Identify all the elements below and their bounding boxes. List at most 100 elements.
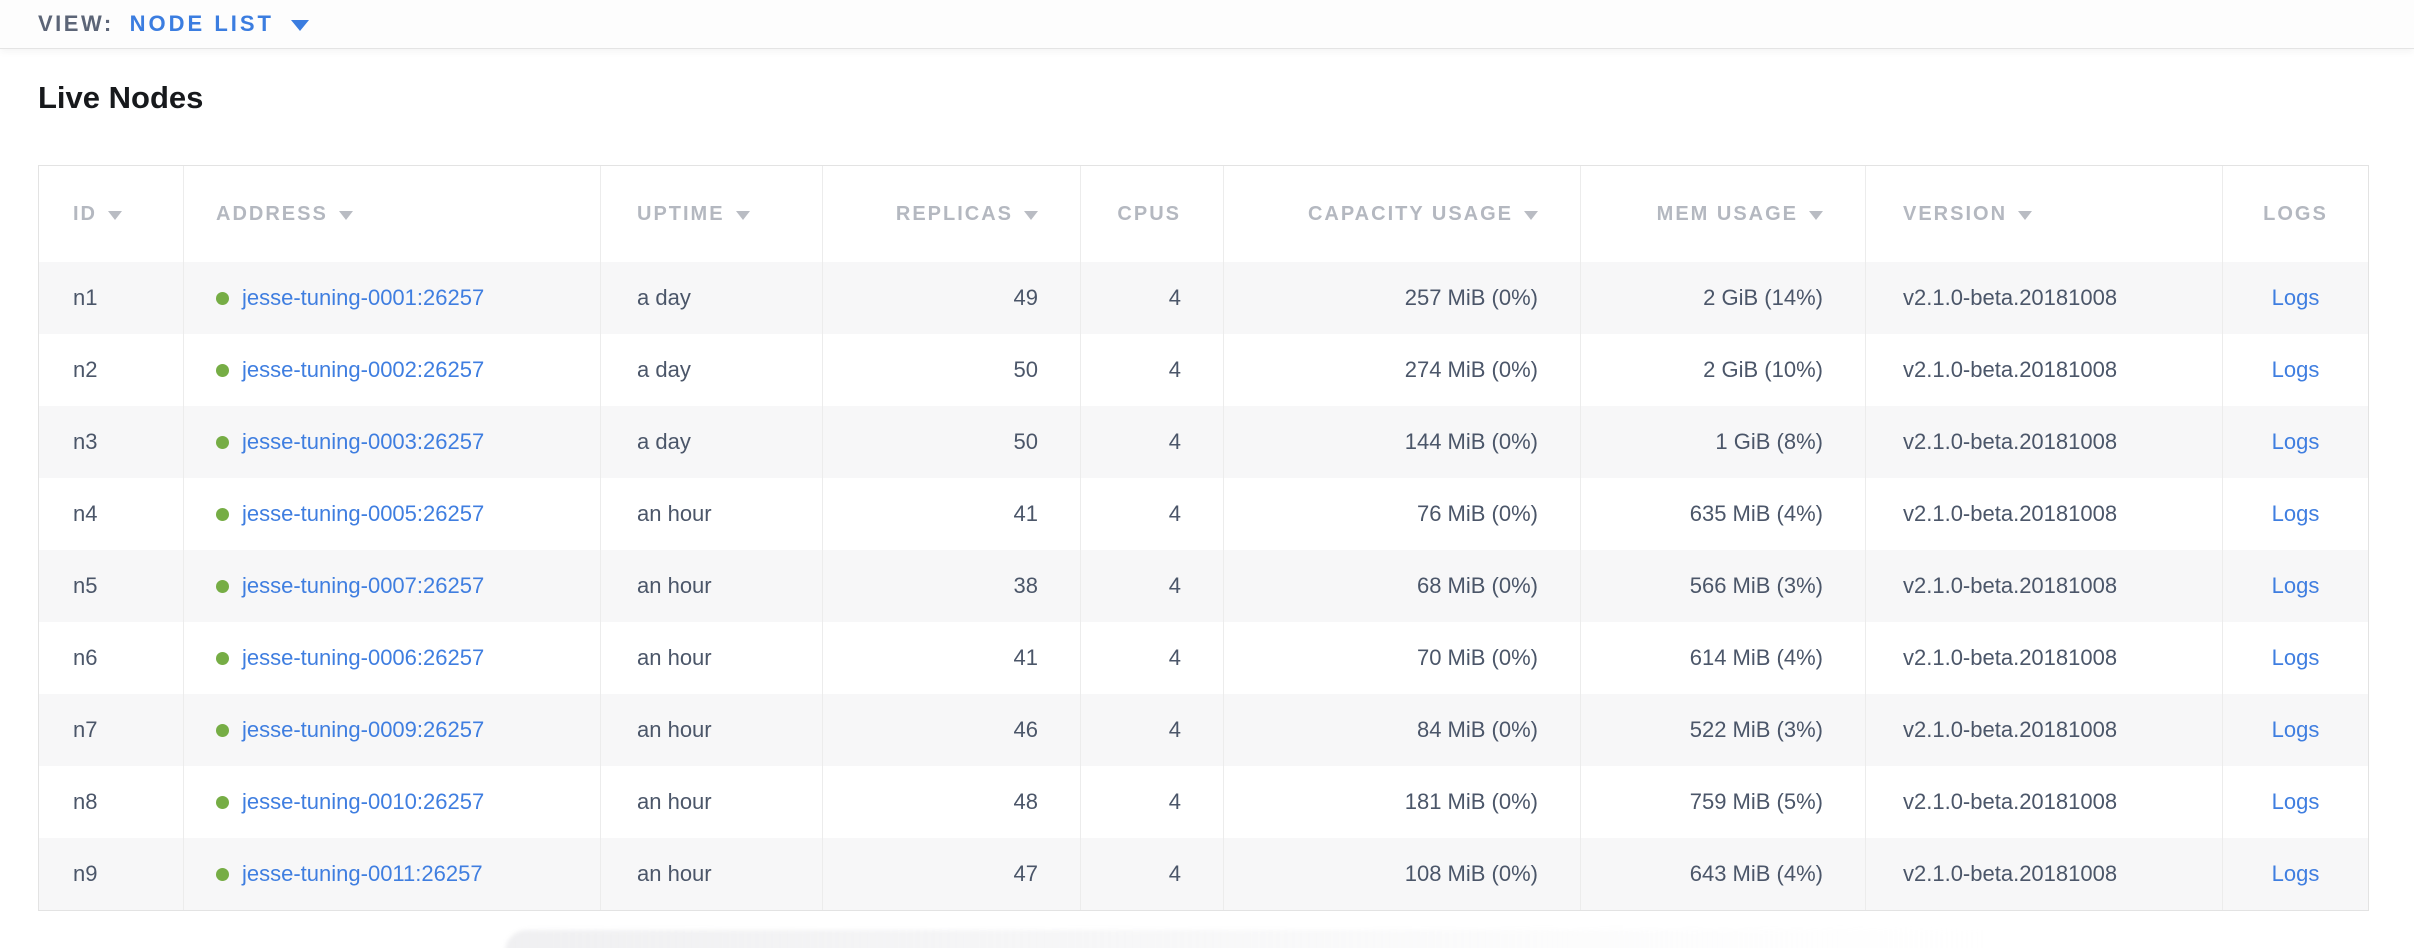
cell-cpus: 4 [1081, 478, 1224, 550]
logs-link[interactable]: Logs [2271, 861, 2320, 887]
address-link[interactable]: jesse-tuning-0011:26257 [242, 861, 483, 887]
cell-version: v2.1.0-beta.20181008 [1866, 694, 2223, 766]
cell-address: jesse-tuning-0010:26257 [184, 766, 601, 838]
address-link[interactable]: jesse-tuning-0002:26257 [242, 357, 485, 383]
column-header-label: CPUS [1117, 202, 1181, 225]
cell-cpus: 4 [1081, 622, 1224, 694]
sort-arrow-icon [1809, 210, 1823, 220]
address-link[interactable]: jesse-tuning-0010:26257 [242, 789, 485, 815]
cell-cpus: 4 [1081, 766, 1224, 838]
address-link[interactable]: jesse-tuning-0009:26257 [242, 717, 485, 743]
cell-uptime: an hour [601, 478, 823, 550]
node-live-status-icon [216, 364, 229, 378]
cell-uptime: a day [601, 262, 823, 334]
cell-address: jesse-tuning-0009:26257 [184, 694, 601, 766]
cell-node-id: n1 [39, 262, 184, 334]
cell-mem-usage: 1 GiB (8%) [1581, 406, 1866, 478]
cell-uptime: a day [601, 334, 823, 406]
cell-capacity-usage: 144 MiB (0%) [1224, 406, 1581, 478]
cell-uptime: a day [601, 406, 823, 478]
column-header-replicas[interactable]: REPLICAS [823, 166, 1081, 262]
cell-mem-usage: 643 MiB (4%) [1581, 838, 1866, 910]
cell-replicas: 50 [823, 406, 1081, 478]
cell-logs: Logs [2223, 838, 2368, 910]
column-header-label: ID [73, 202, 97, 225]
address-link[interactable]: jesse-tuning-0005:26257 [242, 501, 485, 527]
cell-version: v2.1.0-beta.20181008 [1866, 838, 2223, 910]
table-row: n3 jesse-tuning-0003:26257 a day 50 4 14… [39, 406, 2368, 478]
cell-replicas: 38 [823, 550, 1081, 622]
sort-arrow-icon [2018, 210, 2033, 220]
cell-node-id: n4 [39, 478, 184, 550]
column-header-id[interactable]: ID [39, 166, 184, 262]
address-link[interactable]: jesse-tuning-0007:26257 [242, 573, 485, 599]
cell-address: jesse-tuning-0002:26257 [184, 334, 601, 406]
cell-address: jesse-tuning-0011:26257 [184, 838, 601, 910]
logs-link[interactable]: Logs [2271, 717, 2320, 743]
cell-uptime: an hour [601, 838, 823, 910]
column-header-logs: LOGS [2223, 166, 2368, 262]
cell-mem-usage: 635 MiB (4%) [1581, 478, 1866, 550]
column-header-uptime[interactable]: UPTIME [601, 166, 823, 262]
column-header-capacity-usage[interactable]: CAPACITY USAGE [1224, 166, 1581, 262]
cell-logs: Logs [2223, 334, 2368, 406]
cell-cpus: 4 [1081, 550, 1224, 622]
main-content: Live Nodes ID ADDRESS UPTIME REPLICAS CP… [0, 79, 2414, 911]
cell-cpus: 4 [1081, 694, 1224, 766]
cell-uptime: an hour [601, 622, 823, 694]
logs-link[interactable]: Logs [2271, 645, 2320, 671]
table-row: n6 jesse-tuning-0006:26257 an hour 41 4 … [39, 622, 2368, 694]
cell-capacity-usage: 274 MiB (0%) [1224, 334, 1581, 406]
logs-link[interactable]: Logs [2271, 429, 2320, 455]
cell-address: jesse-tuning-0003:26257 [184, 406, 601, 478]
cell-node-id: n8 [39, 766, 184, 838]
cell-replicas: 49 [823, 262, 1081, 334]
cell-cpus: 4 [1081, 334, 1224, 406]
logs-link[interactable]: Logs [2271, 357, 2320, 383]
address-link[interactable]: jesse-tuning-0003:26257 [242, 429, 485, 455]
logs-link[interactable]: Logs [2271, 285, 2320, 311]
table-row: n2 jesse-tuning-0002:26257 a day 50 4 27… [39, 334, 2368, 406]
cell-replicas: 48 [823, 766, 1081, 838]
cell-mem-usage: 2 GiB (14%) [1581, 262, 1866, 334]
cell-node-id: n5 [39, 550, 184, 622]
cell-capacity-usage: 76 MiB (0%) [1224, 478, 1581, 550]
cell-logs: Logs [2223, 478, 2368, 550]
logs-link[interactable]: Logs [2271, 789, 2320, 815]
table-row: n5 jesse-tuning-0007:26257 an hour 38 4 … [39, 550, 2368, 622]
node-live-status-icon [216, 652, 229, 666]
cell-node-id: n6 [39, 622, 184, 694]
cell-uptime: an hour [601, 550, 823, 622]
column-header-address[interactable]: ADDRESS [184, 166, 601, 262]
view-picker-dropdown[interactable]: NODE LIST [130, 11, 309, 37]
cell-address: jesse-tuning-0005:26257 [184, 478, 601, 550]
cell-address: jesse-tuning-0006:26257 [184, 622, 601, 694]
address-link[interactable]: jesse-tuning-0006:26257 [242, 645, 485, 671]
column-header-version[interactable]: VERSION [1866, 166, 2223, 262]
column-header-label: MEM USAGE [1656, 202, 1798, 225]
cell-version: v2.1.0-beta.20181008 [1866, 550, 2223, 622]
sort-arrow-icon [108, 210, 122, 220]
logs-link[interactable]: Logs [2271, 573, 2320, 599]
node-live-status-icon [216, 868, 229, 882]
cell-logs: Logs [2223, 406, 2368, 478]
cell-logs: Logs [2223, 550, 2368, 622]
cell-cpus: 4 [1081, 838, 1224, 910]
cell-uptime: an hour [601, 766, 823, 838]
chevron-down-icon [291, 20, 309, 31]
live-nodes-table: ID ADDRESS UPTIME REPLICAS CPUS CAPACITY… [38, 165, 2369, 911]
column-header-label: ADDRESS [216, 202, 328, 225]
cell-mem-usage: 2 GiB (10%) [1581, 334, 1866, 406]
column-header-mem-usage[interactable]: MEM USAGE [1581, 166, 1866, 262]
cell-version: v2.1.0-beta.20181008 [1866, 406, 2223, 478]
cell-logs: Logs [2223, 694, 2368, 766]
table-row: n9 jesse-tuning-0011:26257 an hour 47 4 … [39, 838, 2368, 910]
logs-link[interactable]: Logs [2271, 501, 2320, 527]
cell-version: v2.1.0-beta.20181008 [1866, 766, 2223, 838]
cell-mem-usage: 566 MiB (3%) [1581, 550, 1866, 622]
view-selector-bar: VIEW: NODE LIST [0, 0, 2414, 49]
cell-address: jesse-tuning-0001:26257 [184, 262, 601, 334]
sort-arrow-icon [338, 210, 353, 220]
cell-replicas: 41 [823, 478, 1081, 550]
address-link[interactable]: jesse-tuning-0001:26257 [242, 285, 485, 311]
